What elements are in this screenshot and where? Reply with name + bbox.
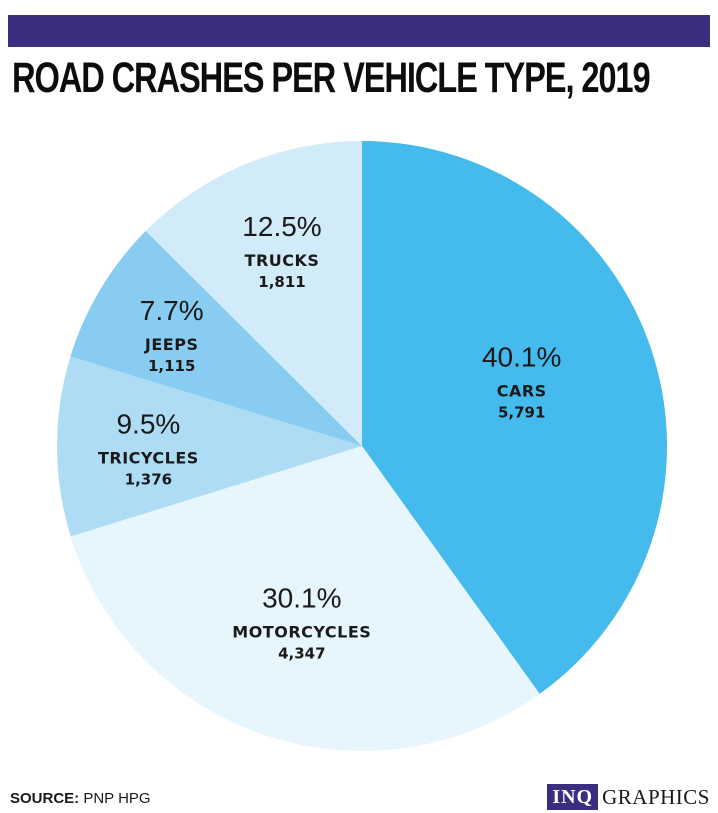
- pie-slice-tricycles: [56, 356, 362, 537]
- inq-graphics-logo: INQ GRAPHICS: [547, 784, 710, 810]
- chart-title: ROAD CRASHES PER VEHICLE TYPE, 2019: [12, 54, 651, 102]
- slice-value-cars: 5,791: [498, 404, 545, 422]
- header-bar: [8, 15, 710, 47]
- pie-slice-cars: [362, 141, 668, 694]
- pie-slice-jeeps: [70, 230, 362, 446]
- slice-value-tricycles: 1,376: [125, 470, 172, 488]
- slice-label-tricycles: TRICYCLES: [98, 448, 199, 467]
- source-note: SOURCE: PNP HPG: [10, 790, 151, 807]
- pie-slice-trucks: [145, 141, 362, 446]
- slice-value-motorcycles: 4,347: [278, 644, 325, 662]
- slice-value-trucks: 1,811: [258, 273, 305, 291]
- pie-labels: 40.1% CARS 5,791 30.1% MOTORCYCLES 4,347 9.5% T…: [98, 211, 561, 662]
- slice-label-jeeps: JEEPS: [144, 335, 199, 354]
- logo-text: GRAPHICS: [602, 784, 710, 809]
- slice-percent-tricycles: 9.5%: [116, 408, 180, 439]
- slice-percent-cars: 40.1%: [482, 342, 561, 373]
- slice-value-jeeps: 1,115: [148, 357, 195, 375]
- pie-slices: [56, 141, 668, 752]
- pie-slice-motorcycles: [70, 446, 540, 752]
- logo-box: INQ: [547, 784, 599, 810]
- source-label: SOURCE:: [10, 790, 80, 807]
- slice-label-motorcycles: MOTORCYCLES: [232, 622, 371, 641]
- source-text: PNP HPG: [83, 790, 151, 807]
- slice-label-cars: CARS: [497, 382, 547, 401]
- slice-percent-motorcycles: 30.1%: [262, 582, 341, 613]
- slice-percent-jeeps: 7.7%: [140, 295, 204, 326]
- slice-percent-trucks: 12.5%: [242, 211, 321, 242]
- slice-label-trucks: TRUCKS: [245, 251, 320, 270]
